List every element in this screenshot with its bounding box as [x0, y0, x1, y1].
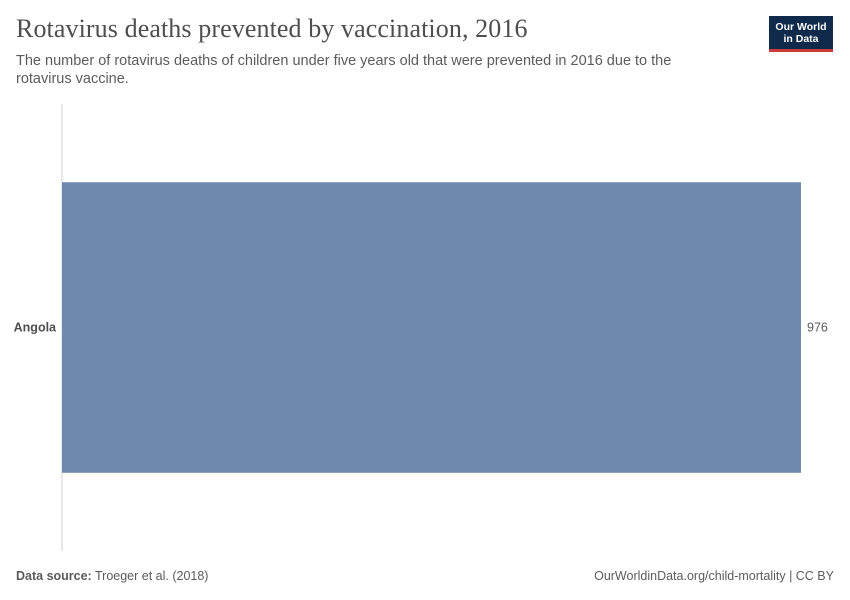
bar-angola[interactable] [62, 182, 801, 473]
data-source-text[interactable]: Troeger et al. (2018) [94, 569, 209, 583]
category-label: Angola [14, 321, 57, 335]
chart-subtitle: The number of rotavirus deaths of childr… [16, 53, 672, 87]
logo-line-2: in Data [783, 32, 819, 45]
chart-title: Rotavirus deaths prevented by vaccinatio… [16, 14, 528, 43]
data-source-label: Data source: [16, 569, 92, 583]
data-source: Data source: Troeger et al. (2018) [16, 569, 208, 583]
owid-logo[interactable]: Our World in Data [769, 16, 833, 52]
bar-chart: Angola 976 [14, 104, 828, 551]
bars-group: Angola 976 [14, 182, 828, 473]
footer-link[interactable]: OurWorldinData.org/child-mortality | CC … [594, 569, 834, 583]
value-label: 976 [807, 321, 828, 335]
logo-line-1: Our World [775, 20, 827, 33]
